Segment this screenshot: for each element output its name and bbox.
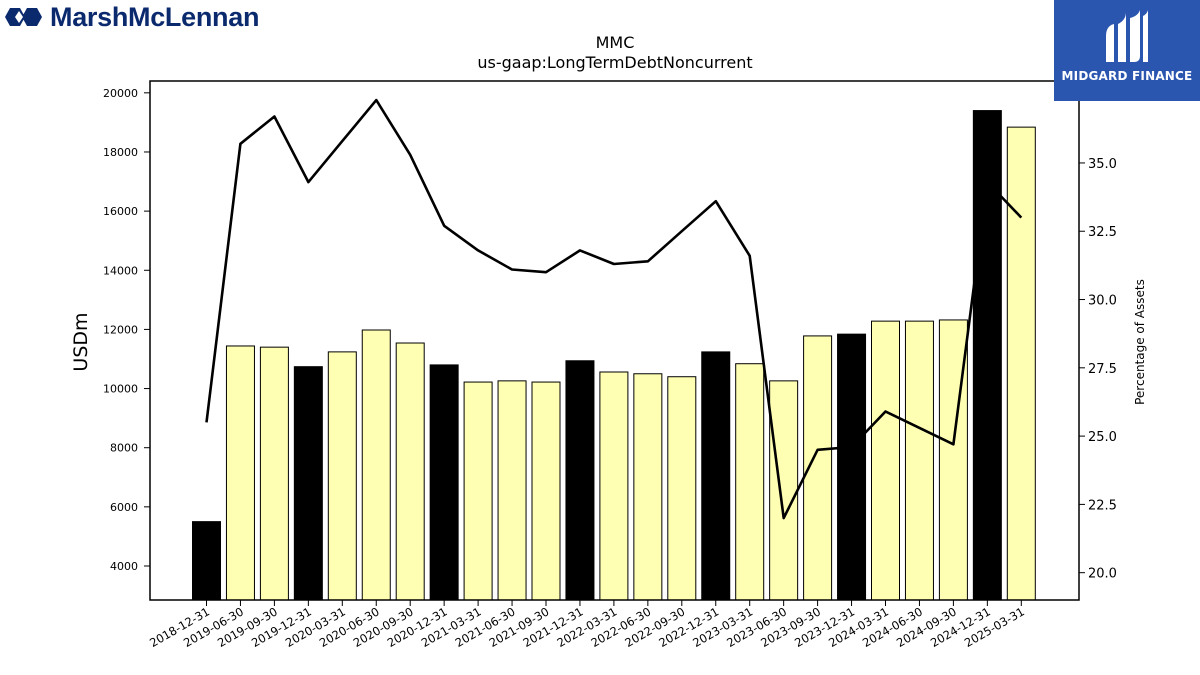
bar-2020-06-30 [361, 329, 391, 601]
bar-series [192, 110, 1036, 601]
bar-2021-03-31 [463, 381, 493, 601]
right-y-tick-label: 20.0 [1088, 567, 1117, 582]
right-y-tick-label: 25.0 [1088, 430, 1117, 445]
bar-2021-09-30 [531, 381, 561, 601]
chart-title: MMC [596, 33, 635, 52]
right-y-tick-label: 30.0 [1088, 294, 1117, 309]
marshmclennan-logo: MarshMcLennan [4, 2, 259, 32]
right-y-axis: 20.0 22.5 25.0 27.5 30.0 32.5 35.0 [1079, 157, 1117, 582]
right-axis-label: Percentage of Assets [1133, 279, 1147, 405]
bar-2021-06-30 [497, 380, 527, 601]
bar-2020-09-30 [395, 342, 425, 601]
line-series [205, 98, 1023, 520]
bar-2023-03-31 [735, 363, 765, 601]
bar-2020-12-31 [429, 364, 459, 601]
left-y-tick-label: 4000 [110, 560, 138, 573]
watermark-text: MIDGARD FINANCE [1061, 69, 1193, 83]
bar-2022-06-30 [633, 373, 663, 601]
bar-2025-03-31 [1006, 126, 1036, 601]
bar-2024-03-31 [871, 320, 900, 601]
right-y-tick-label: 35.0 [1088, 157, 1117, 172]
bar-2019-09-30 [259, 346, 289, 601]
percentage-of-assets-line [205, 98, 1023, 520]
right-y-tick-label: 32.5 [1088, 225, 1117, 240]
bar-2023-12-31 [837, 333, 867, 601]
left-y-tick-label: 14000 [103, 264, 138, 277]
bar-2023-06-30 [769, 380, 799, 601]
midgard-finance-logo: MIDGARD FINANCE [1054, 0, 1200, 101]
plot-frame [149, 80, 1080, 601]
bar-2024-06-30 [904, 320, 934, 601]
bar-2019-06-30 [225, 345, 255, 601]
company-logo-text: MarshMcLennan [50, 1, 260, 32]
bar-2022-12-31 [701, 351, 731, 601]
hexagon-logo-icon [5, 8, 42, 26]
left-y-tick-label: 18000 [103, 146, 138, 159]
chart-subtitle: us-gaap:LongTermDebtNoncurrent [477, 53, 752, 72]
right-y-tick-label: 22.5 [1088, 498, 1117, 513]
left-y-tick-label: 20000 [103, 87, 138, 100]
midgard-emblem-icon [1106, 10, 1148, 62]
x-axis: 2018-12-312019-06-302019-09-302019-12-31… [147, 600, 1027, 650]
right-y-tick-label: 27.5 [1088, 362, 1117, 377]
left-axis-label: USDm [70, 312, 92, 371]
bar-2022-09-30 [667, 376, 697, 601]
left-y-tick-label: 12000 [103, 323, 138, 336]
left-y-tick-label: 10000 [103, 383, 138, 396]
bar-2020-03-31 [327, 351, 357, 601]
bar-2018-12-31 [192, 521, 221, 601]
left-y-axis: 4000 6000 8000 10000 12000 14000 16000 18000 200… [103, 87, 150, 573]
left-y-tick-label: 6000 [110, 501, 138, 514]
left-y-tick-label: 8000 [110, 442, 138, 455]
left-y-tick-label: 16000 [103, 205, 138, 218]
bar-2021-12-31 [565, 360, 595, 601]
bar-2022-03-31 [599, 371, 629, 601]
bar-2019-12-31 [293, 366, 323, 601]
